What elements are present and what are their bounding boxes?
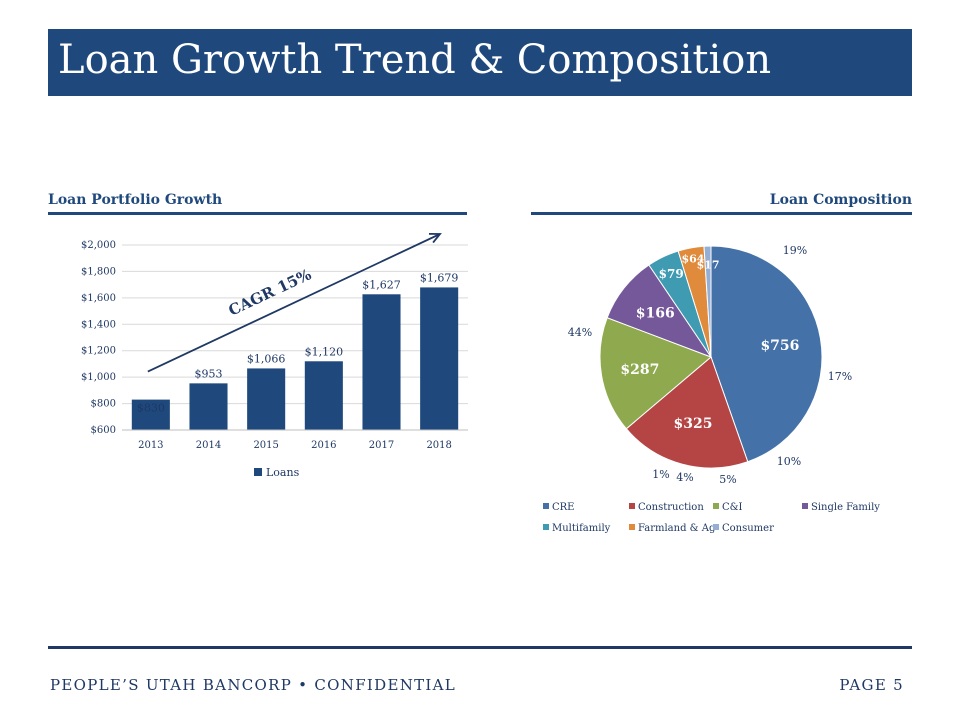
cagr-trend-arrow bbox=[147, 233, 441, 373]
legend-swatch-loans bbox=[254, 468, 262, 476]
legend-label: CRE bbox=[552, 502, 574, 513]
legend-label: Multifamily bbox=[552, 523, 611, 534]
footer-confidential-text: PEOPLE’S UTAH BANCORP • CONFIDENTIAL bbox=[50, 676, 457, 694]
legend-swatch bbox=[543, 524, 549, 530]
pie-value-label: $166 bbox=[636, 306, 675, 322]
title-bar: Loan Growth Trend & Composition bbox=[48, 29, 912, 96]
loan-portfolio-growth-heading: Loan Portfolio Growth bbox=[48, 192, 223, 208]
x-tick-label: 2018 bbox=[426, 440, 451, 451]
loan-composition-pie-chart: $756 44% $325 19% $287 17% $166 10% $79 5% $64 4% $1… bbox=[543, 244, 880, 534]
bar-data-label: $830 bbox=[137, 402, 165, 415]
pie-percent-label: 44% bbox=[568, 326, 592, 339]
pie-percent-label: 19% bbox=[783, 244, 807, 257]
pie-percent-label: 17% bbox=[828, 370, 852, 383]
y-tick-label: $1,600 bbox=[81, 293, 116, 304]
legend-swatch bbox=[629, 524, 635, 530]
page-number: PAGE 5 bbox=[839, 676, 904, 694]
x-tick-label: 2014 bbox=[196, 440, 221, 451]
pie-value-label: $325 bbox=[673, 416, 712, 432]
bar-2016 bbox=[304, 361, 343, 430]
bar-data-label: $1,627 bbox=[362, 278, 401, 291]
y-tick-label: $600 bbox=[91, 425, 116, 436]
bar-data-label: $1,120 bbox=[305, 345, 344, 358]
right-section-rule bbox=[531, 212, 912, 215]
arrow-head bbox=[428, 232, 442, 244]
bar-data-label: $953 bbox=[195, 367, 223, 380]
x-tick-label: 2015 bbox=[253, 440, 278, 451]
legend-swatch bbox=[713, 503, 719, 509]
legend-label: Farmland & Ag bbox=[638, 523, 716, 534]
legend-label-loans: Loans bbox=[266, 466, 300, 479]
legend-label: Construction bbox=[638, 502, 704, 513]
bar-data-label: $1,679 bbox=[420, 271, 459, 284]
legend-label: Consumer bbox=[722, 523, 774, 534]
y-tick-label: $800 bbox=[91, 399, 116, 410]
legend-swatch bbox=[543, 503, 549, 509]
x-tick-label: 2016 bbox=[311, 440, 336, 451]
pie-value-label: $64 bbox=[681, 252, 704, 265]
pie-value-label: $17 bbox=[697, 259, 720, 272]
y-tick-label: $1,000 bbox=[81, 372, 116, 383]
loan-composition-heading: Loan Composition bbox=[769, 192, 912, 208]
footer-rule bbox=[48, 646, 912, 649]
cagr-annotation: CAGR 15% bbox=[226, 265, 314, 319]
pie-percent-label: 10% bbox=[777, 455, 801, 468]
pie-percent-label: 5% bbox=[719, 473, 736, 486]
legend-label: Single Family bbox=[811, 502, 880, 513]
loan-growth-bar-chart: $600 $800 $1,000 $1,200 $1,400 $1,600 $1,800 $2… bbox=[81, 232, 468, 479]
y-tick-label: $1,800 bbox=[81, 266, 116, 277]
legend-swatch bbox=[629, 503, 635, 509]
legend-swatch bbox=[713, 524, 719, 530]
pie-slice-cre bbox=[710, 245, 823, 463]
y-tick-label: $1,400 bbox=[81, 319, 116, 330]
x-tick-label: 2013 bbox=[138, 440, 163, 451]
bar-data-label: $1,066 bbox=[247, 352, 286, 365]
bar-2014 bbox=[189, 383, 228, 430]
legend-swatch bbox=[802, 503, 808, 509]
y-tick-label: $2,000 bbox=[81, 240, 116, 251]
bar-2017 bbox=[362, 294, 401, 430]
pie-value-label: $79 bbox=[659, 267, 684, 281]
pie-value-label: $287 bbox=[620, 362, 659, 378]
bar-2018 bbox=[420, 287, 459, 430]
bar-2013 bbox=[131, 399, 170, 430]
y-tick-label: $1,200 bbox=[81, 346, 116, 357]
pie-slice-consumer bbox=[703, 245, 712, 358]
x-tick-label: 2017 bbox=[369, 440, 394, 451]
pie-slice-construction bbox=[625, 356, 749, 469]
pie-value-label: $756 bbox=[760, 338, 799, 354]
pie-percent-label: 4% bbox=[676, 471, 693, 484]
bar-2015 bbox=[247, 368, 286, 430]
page-title: Loan Growth Trend & Composition bbox=[58, 37, 772, 83]
legend-label: C&I bbox=[722, 502, 743, 513]
pie-slice-c-i bbox=[599, 317, 712, 430]
pie-percent-label: 1% bbox=[652, 468, 669, 481]
left-section-rule bbox=[48, 212, 467, 215]
